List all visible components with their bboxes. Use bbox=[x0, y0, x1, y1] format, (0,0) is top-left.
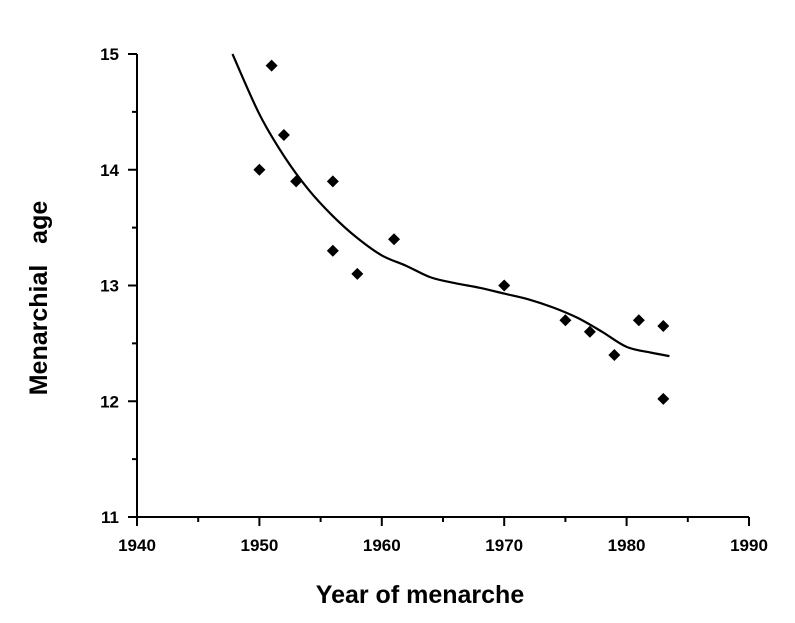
axes: 11 12 13 14 15 1940 1950 1960 1970 1980 1990 bbox=[100, 45, 768, 555]
data-point bbox=[253, 163, 266, 176]
x-tick-label: 1950 bbox=[240, 536, 278, 555]
y-tick-label: 12 bbox=[100, 392, 119, 411]
data-point bbox=[657, 392, 670, 405]
data-point bbox=[632, 314, 645, 327]
data-point bbox=[559, 314, 572, 327]
data-point bbox=[265, 59, 278, 72]
y-tick-label: 13 bbox=[100, 277, 119, 296]
x-axis-title: Year of menarche bbox=[316, 581, 525, 609]
data-point bbox=[277, 129, 290, 142]
x-tick-label: 1940 bbox=[118, 536, 156, 555]
y-tick-label: 11 bbox=[101, 508, 119, 527]
x-tick-label: 1980 bbox=[608, 536, 646, 555]
fitted-curve-layer bbox=[231, 53, 670, 358]
data-point bbox=[583, 325, 596, 338]
data-point bbox=[608, 348, 621, 361]
data-point bbox=[290, 175, 303, 188]
data-point bbox=[351, 267, 364, 280]
x-tick-label: 1960 bbox=[363, 536, 401, 555]
data-point bbox=[326, 175, 339, 188]
data-points-layer bbox=[253, 59, 670, 405]
y-tick-label: 15 bbox=[100, 45, 119, 64]
data-point bbox=[326, 244, 339, 257]
data-point bbox=[657, 320, 670, 333]
data-point bbox=[498, 279, 511, 292]
y-tick-label: 14 bbox=[100, 161, 119, 180]
x-tick-label: 1990 bbox=[730, 536, 768, 555]
y-axis-title: Menarchial age bbox=[25, 201, 53, 396]
data-point bbox=[388, 233, 401, 246]
fitted-curve bbox=[231, 53, 670, 358]
x-tick-label: 1970 bbox=[485, 536, 523, 555]
